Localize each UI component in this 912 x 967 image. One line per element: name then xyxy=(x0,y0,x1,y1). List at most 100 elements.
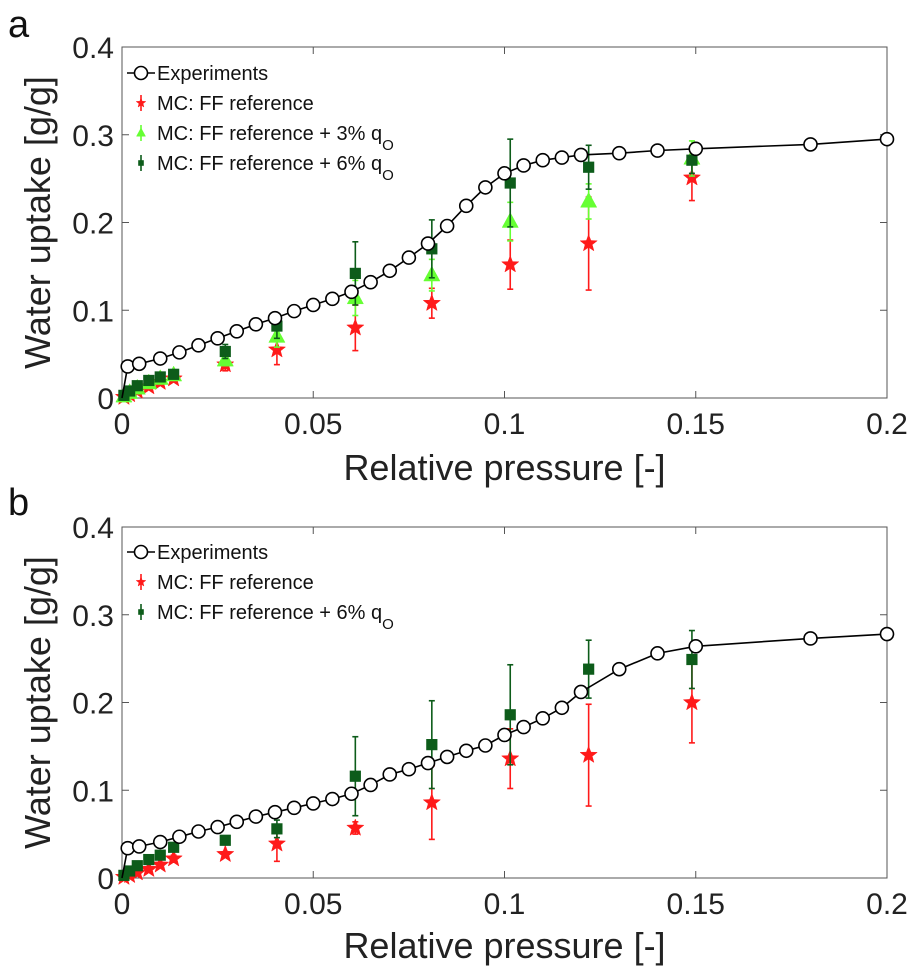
experiments-point xyxy=(248,316,264,332)
experiments-point xyxy=(382,263,398,279)
legend-marker xyxy=(136,127,146,137)
experiments-point xyxy=(420,236,436,251)
x-tick-label: 0 xyxy=(114,888,131,921)
y-tick-label: 0.3 xyxy=(72,600,114,633)
legend-marker xyxy=(138,160,144,166)
experiments-point xyxy=(573,684,589,700)
data-point-square xyxy=(271,823,283,835)
experiments-point xyxy=(229,324,245,339)
legend-label: Experiments xyxy=(157,542,268,564)
data-point-square xyxy=(131,380,143,392)
experiments-point xyxy=(344,786,359,802)
experiments-point xyxy=(363,274,378,290)
x-tick-label: 0.05 xyxy=(284,408,342,441)
experiments-point xyxy=(382,767,398,782)
panel-a: a 0 0.05 0.1 0.15 0.2 0 0.1 0.2 0.3 0.4 Relative pr… xyxy=(8,4,908,488)
legend-label: MC: FF reference xyxy=(157,572,314,594)
data-point-star xyxy=(682,167,702,186)
plot-area xyxy=(114,626,895,885)
legend: Experiments MC: FF reference MC: FF refere… xyxy=(127,63,394,184)
experiments-point xyxy=(344,284,359,300)
data-point-square xyxy=(143,853,155,866)
data-point-square xyxy=(124,385,136,397)
legend-label-subscript: O xyxy=(382,137,394,154)
data-point-square xyxy=(143,374,155,387)
experiments-point xyxy=(401,761,417,777)
data-point-square xyxy=(168,841,180,853)
data-point-star xyxy=(501,254,520,273)
experiments-point xyxy=(611,145,627,161)
data-point-star xyxy=(216,844,235,863)
experiments-point xyxy=(535,152,551,168)
data-point-star xyxy=(682,692,702,711)
experiments-point xyxy=(439,749,455,765)
experiments-point xyxy=(439,218,455,234)
series-0 xyxy=(120,131,895,399)
data-point-square xyxy=(504,709,516,721)
x-tick-label: 0.2 xyxy=(866,408,908,441)
series-1 xyxy=(114,154,702,405)
data-point-square xyxy=(124,865,136,877)
y-axis-label: Water uptake [g/g] xyxy=(17,556,58,849)
experiments-point xyxy=(267,804,283,820)
legend-label: MC: FF reference + 3% qO xyxy=(157,123,394,154)
experiments-point xyxy=(803,631,818,646)
y-tick-label: 0.3 xyxy=(72,120,114,153)
data-point-square xyxy=(168,368,180,380)
experiments-point xyxy=(420,755,436,771)
data-point-square xyxy=(219,834,231,846)
experiments-point xyxy=(131,839,147,854)
series-2 xyxy=(115,140,701,403)
data-point-square xyxy=(154,849,166,861)
experiments-point xyxy=(611,661,627,677)
legend-marker xyxy=(138,609,144,615)
experiments-point xyxy=(497,166,512,181)
data-point-square xyxy=(583,663,595,675)
experiments-point xyxy=(478,180,493,195)
y-tick-label: 0.1 xyxy=(72,295,114,328)
data-point-star xyxy=(422,792,442,811)
experiments-point xyxy=(554,150,570,165)
experiments-point xyxy=(879,131,895,147)
experiments-point xyxy=(131,356,147,372)
data-point-star xyxy=(346,818,365,836)
data-point-star xyxy=(346,318,365,336)
legend-label-subscript: O xyxy=(382,167,394,184)
data-point-square xyxy=(504,177,516,189)
panel-label: b xyxy=(8,482,29,524)
legend-label-subscript: O xyxy=(382,616,394,633)
y-tick-label: 0.4 xyxy=(72,512,114,545)
data-point-square xyxy=(154,371,166,383)
experiments-point xyxy=(516,719,531,735)
data-point-star xyxy=(267,834,287,852)
experiments-point xyxy=(554,700,570,716)
data-point-square xyxy=(686,154,698,166)
data-point-triangle xyxy=(580,191,598,208)
experiments-point xyxy=(267,310,283,326)
experiments-point xyxy=(650,143,665,158)
y-tick-label: 0.4 xyxy=(72,32,114,65)
y-tick-label: 0.2 xyxy=(72,208,114,241)
data-point-star xyxy=(267,339,287,358)
y-tick-label: 0 xyxy=(97,383,114,416)
experiments-point xyxy=(248,809,264,824)
x-tick-label: 0.05 xyxy=(284,888,342,921)
experiments-point xyxy=(152,351,168,366)
experiments-point xyxy=(478,738,493,753)
series-3 xyxy=(118,138,698,401)
experiments-point xyxy=(401,250,417,265)
data-point-square xyxy=(349,770,361,782)
legend-marker xyxy=(133,65,149,81)
x-tick-label: 0.15 xyxy=(667,408,725,441)
y-tick-label: 0 xyxy=(97,863,114,896)
y-tick-label: 0.2 xyxy=(72,688,114,721)
experiments-point xyxy=(191,824,206,839)
experiments-point xyxy=(458,198,474,214)
data-point-square xyxy=(131,860,143,872)
plot-area xyxy=(114,131,895,405)
panel-b: b 0 0.05 0.1 0.15 0.2 0 0.1 0.2 0.3 0.4 Relative pr… xyxy=(8,482,908,966)
experiments-point xyxy=(191,338,206,353)
experiments-point xyxy=(363,777,378,793)
experiments-point xyxy=(172,829,187,845)
